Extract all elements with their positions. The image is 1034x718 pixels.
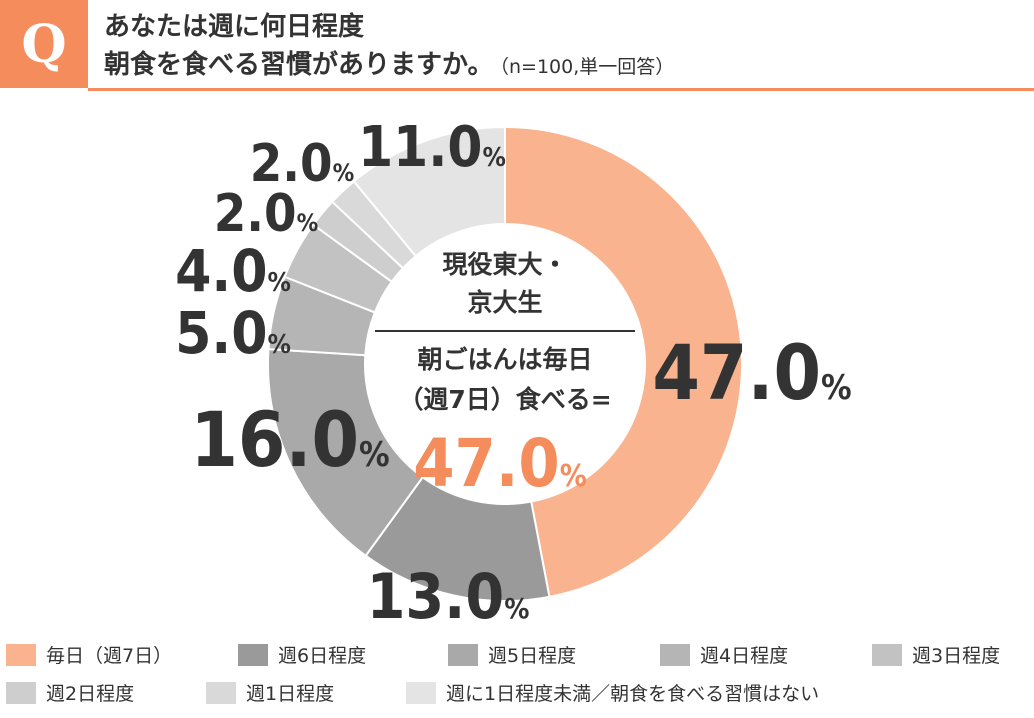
donut-slice bbox=[352, 125, 506, 258]
question-line-1: あなたは週に何日程度 bbox=[104, 12, 365, 42]
legend-item: 週2日程度 bbox=[6, 679, 134, 706]
legend-row: 週2日程度 週1日程度 週に1日程度未満／朝食を食べる習慣はない bbox=[0, 679, 1034, 709]
legend-swatch bbox=[406, 681, 436, 704]
legend-item: 週1日程度 bbox=[206, 679, 334, 706]
question-note: （n=100,単一回答） bbox=[499, 56, 675, 78]
legend-swatch bbox=[6, 643, 36, 666]
slice-label: 5.0% bbox=[175, 299, 291, 367]
center-value: 47.0% bbox=[413, 425, 587, 502]
legend-label: 週5日程度 bbox=[488, 645, 577, 667]
donut-slice bbox=[504, 125, 743, 598]
center-line-1: 現役東大・ bbox=[442, 250, 567, 279]
slice-label: 11.0% bbox=[358, 115, 506, 180]
legend-label: 週4日程度 bbox=[700, 645, 789, 667]
slice-label: 2.0% bbox=[250, 134, 355, 194]
legend-label: 週に1日程度未満／朝食を食べる習慣はない bbox=[446, 683, 820, 705]
legend-swatch bbox=[448, 643, 478, 666]
legend-label: 週3日程度 bbox=[912, 645, 1001, 667]
slice-label: 47.0% bbox=[652, 328, 851, 417]
legend-item: 週3日程度 bbox=[872, 641, 1000, 668]
slice-labels: 47.0%13.0%16.0%5.0%4.0%2.0%2.0% 11.0% bbox=[175, 115, 852, 633]
center-line-4: （週7日）食べる= bbox=[398, 385, 611, 414]
center-value-number: 47.0 bbox=[413, 425, 560, 502]
legend-item: 週に1日程度未満／朝食を食べる習慣はない bbox=[406, 679, 819, 706]
slice-label: 2.0% bbox=[214, 184, 319, 244]
q-badge: Q bbox=[0, 0, 88, 88]
legend-swatch bbox=[660, 643, 690, 666]
legend-label: 週1日程度 bbox=[246, 683, 335, 705]
header-rule bbox=[88, 88, 1034, 91]
slice-label: 4.0% bbox=[175, 237, 291, 305]
legend-item: 週4日程度 bbox=[660, 641, 788, 668]
legend-label: 週2日程度 bbox=[46, 683, 135, 705]
legend-swatch bbox=[206, 681, 236, 704]
center-value-unit: % bbox=[560, 459, 587, 494]
legend-swatch bbox=[238, 643, 268, 666]
legend-swatch bbox=[872, 643, 902, 666]
donut-slices bbox=[267, 125, 743, 602]
question-header: Q あなたは週に何日程度 朝食を食べる習慣がありますか。 （n=100,単一回答） bbox=[0, 0, 1034, 92]
center-line-3: 朝ごはんは毎日 bbox=[417, 345, 592, 374]
legend-row: 毎日（週7日） 週6日程度 週5日程度 週4日程度 週3日程度 bbox=[0, 641, 1034, 671]
slice-label: 13.0% bbox=[367, 560, 530, 633]
legend-swatch bbox=[6, 681, 36, 704]
legend-item: 週6日程度 bbox=[238, 641, 366, 668]
question-line-2: 朝食を食べる習慣がありますか。 （n=100,単一回答） bbox=[104, 44, 674, 81]
legend-label: 毎日（週7日） bbox=[46, 645, 173, 667]
question-line-2-text: 朝食を食べる習慣がありますか。 bbox=[104, 50, 494, 80]
legend-item: 週5日程度 bbox=[448, 641, 576, 668]
center-text: 現役東大・ 京大生 朝ごはんは毎日 （週7日）食べる= 47.0% bbox=[375, 250, 635, 502]
legend-label: 週6日程度 bbox=[278, 645, 367, 667]
slice-label: 16.0% bbox=[190, 395, 389, 484]
center-line-2: 京大生 bbox=[467, 288, 542, 317]
legend-item: 毎日（週7日） bbox=[6, 641, 172, 668]
